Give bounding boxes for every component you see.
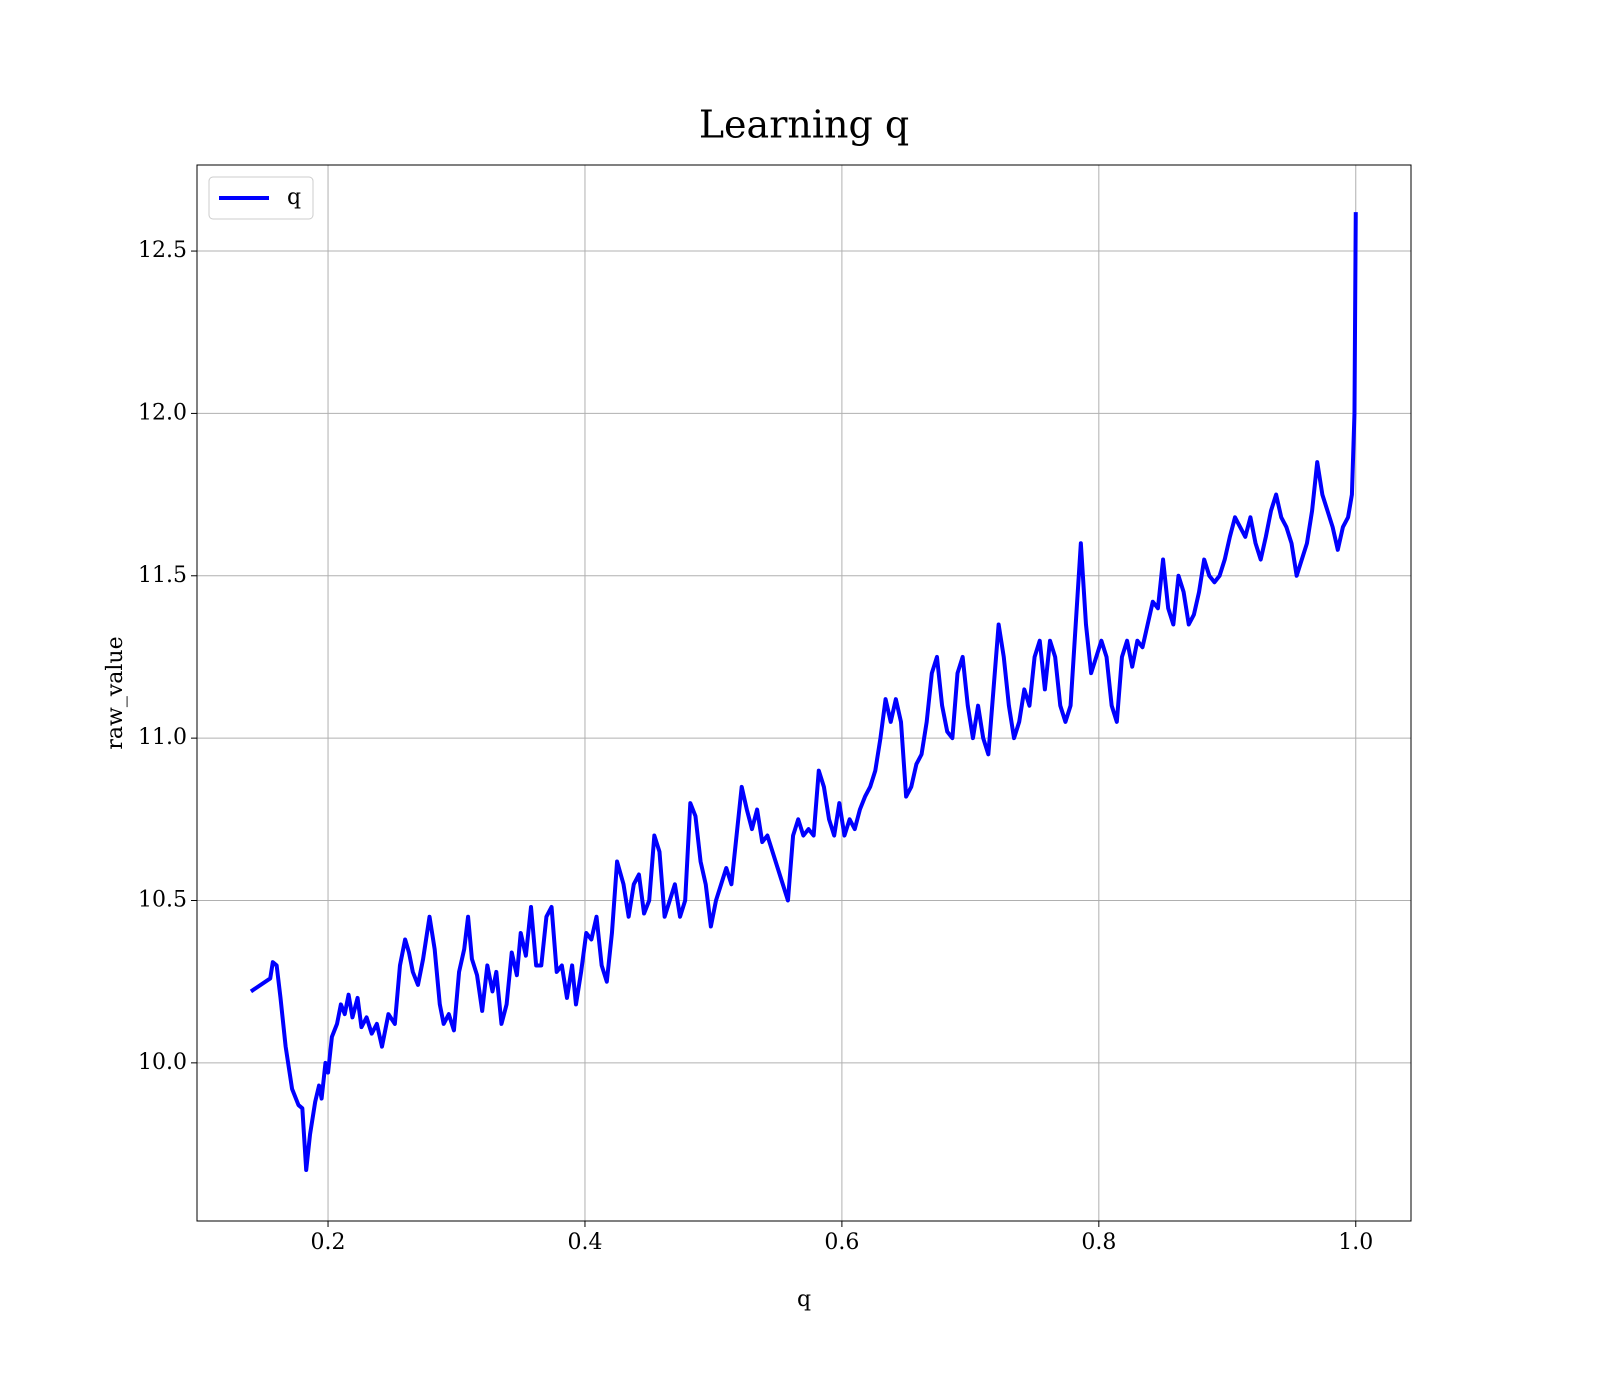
x-axis-label: q (797, 1287, 811, 1312)
x-tick-label: 0.2 (311, 1230, 346, 1255)
y-tick-label: 12.0 (138, 400, 187, 425)
legend-label: q (287, 185, 301, 210)
y-tick-label: 12.5 (138, 238, 187, 263)
x-tick-label: 0.4 (567, 1230, 602, 1255)
data-line (249, 212, 1358, 1173)
y-tick-label: 11.5 (138, 563, 187, 588)
y-tick-label: 11.0 (138, 725, 187, 750)
x-tick-label: 0.6 (824, 1230, 859, 1255)
legend: q (208, 176, 314, 220)
x-tick-label: 0.8 (1081, 1230, 1116, 1255)
plot-frame (196, 164, 1412, 1222)
y-tick-label: 10.5 (138, 887, 187, 912)
x-tick-label: 1.0 (1338, 1230, 1373, 1255)
y-tick-label: 10.0 (138, 1050, 187, 1075)
y-axis-label: raw_value (103, 636, 128, 749)
chart-title: Learning q (699, 103, 909, 147)
